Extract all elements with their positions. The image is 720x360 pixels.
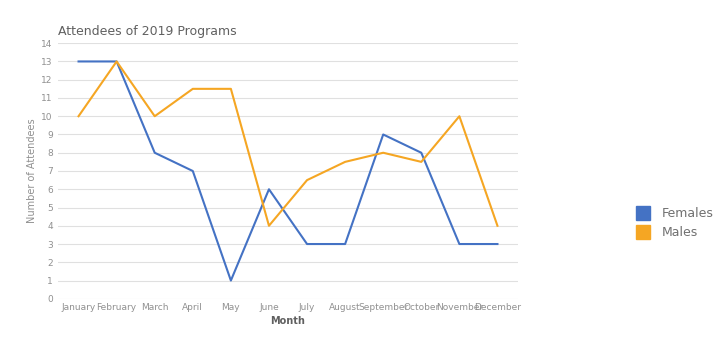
Legend: Females, Males: Females, Males [631, 207, 714, 239]
Y-axis label: Number of Attendees: Number of Attendees [27, 119, 37, 223]
Text: Attendees of 2019 Programs: Attendees of 2019 Programs [58, 25, 236, 38]
X-axis label: Month: Month [271, 316, 305, 326]
